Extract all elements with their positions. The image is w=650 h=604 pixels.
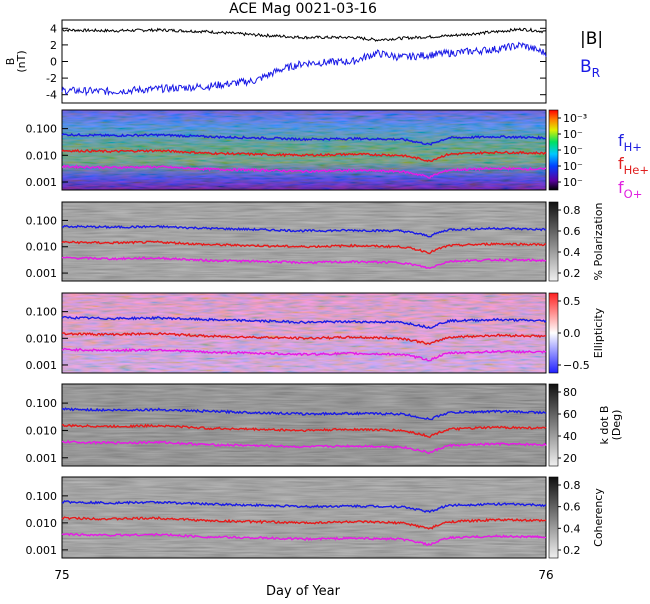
series-line-fhe [61, 423, 547, 439]
spectrogram-texture [62, 384, 546, 466]
series-line-fh [61, 315, 547, 329]
colorbar-label: % Polarization [592, 203, 605, 281]
series-line-br [61, 41, 547, 97]
colorbar-tick-label: 60 [563, 408, 577, 421]
series-line-fhe [61, 240, 547, 255]
colorbar-tick-label: 0.8 [563, 204, 581, 217]
y-tick-label: 0.010 [26, 149, 58, 162]
colorbar-tick-label: 10⁻³ [563, 112, 587, 125]
chart-title: ACE Mag 0021-03-16 [229, 1, 377, 17]
panel-frame [61, 201, 547, 282]
colorbar-label: Ellipticity [592, 307, 605, 358]
colorbar [548, 292, 559, 374]
panel-frame [61, 109, 547, 191]
x-tick-label: 75 [54, 568, 69, 582]
y-tick-label: 0.100 [26, 214, 58, 227]
colorbar-tick-label: 10⁻ [563, 128, 583, 141]
panel-polarization: 0.100 0.010 0.001 0.8 0.6 0.4 0.2 % Polarizatio… [26, 201, 605, 282]
y-tick-label: 0.010 [26, 241, 58, 254]
series-line-fhe [61, 516, 547, 530]
y-tick-label: 0.001 [26, 359, 58, 372]
y-tick-label: 0 [50, 56, 57, 69]
colorbar-tick-label: 20 [563, 452, 577, 465]
y-tick-label: 0.001 [26, 267, 58, 280]
legend-fh: fH+ [618, 131, 642, 154]
colorbar-label: k dot B(Deg) [598, 406, 623, 445]
colorbar-tick-label: −0.5 [563, 359, 590, 372]
y-tick-label: 0.010 [26, 424, 58, 437]
legend-btot: |B| [580, 29, 603, 49]
colorbar-label: Coherency [592, 488, 605, 547]
y-tick-label: 0.100 [26, 123, 58, 136]
y-tick-label: 0.100 [26, 490, 58, 503]
colorbar-tick-label: 0.4 [563, 522, 581, 535]
y-tick-label: -4 [46, 89, 57, 102]
y-tick-label: 0.010 [26, 517, 58, 530]
panel-power: 0.100 0.010 0.001 10⁻³ 10⁻ 10⁻ 10⁻ 10⁻ [26, 109, 587, 191]
series-line-fo [62, 164, 547, 179]
panel-frame [61, 383, 547, 467]
y-tick-label: 4 [50, 22, 57, 35]
colorbar-tick-label: 10⁻ [563, 176, 583, 189]
panel-kdotb: 0.100 0.010 0.001 80 60 40 20 k dot B(Deg) [26, 383, 623, 467]
series-line-fh [61, 500, 547, 514]
colorbar-tick-label: 0.8 [563, 479, 581, 492]
colorbar-tick-label: 0.0 [563, 327, 581, 340]
legend-fhe: fHe+ [618, 154, 649, 177]
panel-frame [61, 476, 547, 559]
y-tick-label: 2 [50, 39, 57, 52]
spectrogram-texture [62, 293, 546, 373]
series-line-fhe [61, 331, 546, 346]
y-axis-label: B(nT) [4, 50, 28, 72]
colorbar-tick-label: 0.2 [563, 544, 581, 557]
colorbar [548, 476, 559, 559]
series-line-fh [61, 407, 547, 421]
colorbar-tick-label: 40 [563, 430, 577, 443]
series-line-fo [61, 347, 547, 362]
panel-coherency: 0.100 0.010 0.001 0.8 0.6 0.4 0.2 Coherency 75 76 [26, 476, 605, 582]
series-line-btot [61, 27, 547, 42]
colorbar-tick-label: 10⁻ [563, 144, 583, 157]
series-line-fhe [61, 148, 547, 163]
colorbar [548, 383, 559, 467]
spectrogram-texture [62, 110, 546, 190]
spectrogram-texture [62, 202, 546, 281]
series-line-fo [61, 532, 547, 547]
x-axis-label: Day of Year [266, 584, 341, 599]
colorbar-tick-label: 0.4 [563, 246, 581, 259]
colorbar-tick-label: 80 [563, 386, 577, 399]
colorbar-tick-label: 0.6 [563, 501, 581, 514]
y-tick-label: 0.001 [26, 452, 58, 465]
series-line-fh [61, 132, 547, 146]
y-tick-label: 0.100 [26, 397, 58, 410]
y-tick-label: -2 [46, 72, 57, 85]
y-tick-label: 0.001 [26, 176, 58, 189]
y-tick-label: 0.100 [26, 306, 58, 319]
colorbar [548, 109, 559, 191]
colorbar-tick-label: 0.6 [563, 225, 581, 238]
legend-fo: fO+ [618, 178, 642, 201]
colorbar-tick-label: 0.5 [563, 295, 581, 308]
colorbar [548, 201, 559, 282]
series-line-fo [61, 256, 547, 270]
x-tick-label: 76 [538, 568, 553, 582]
legend-br: BR [580, 57, 601, 80]
y-tick-label: 0.001 [26, 544, 58, 557]
series-line-fh [62, 224, 547, 238]
y-tick-label: 0.010 [26, 332, 58, 345]
colorbar-tick-label: 0.2 [563, 267, 581, 280]
colorbar-tick-label: 10⁻ [563, 160, 583, 173]
panel-magnetic-field: 4 2 0 -2 -4 B(nT) |B| BR [4, 19, 603, 104]
series-line-fo [61, 439, 547, 455]
